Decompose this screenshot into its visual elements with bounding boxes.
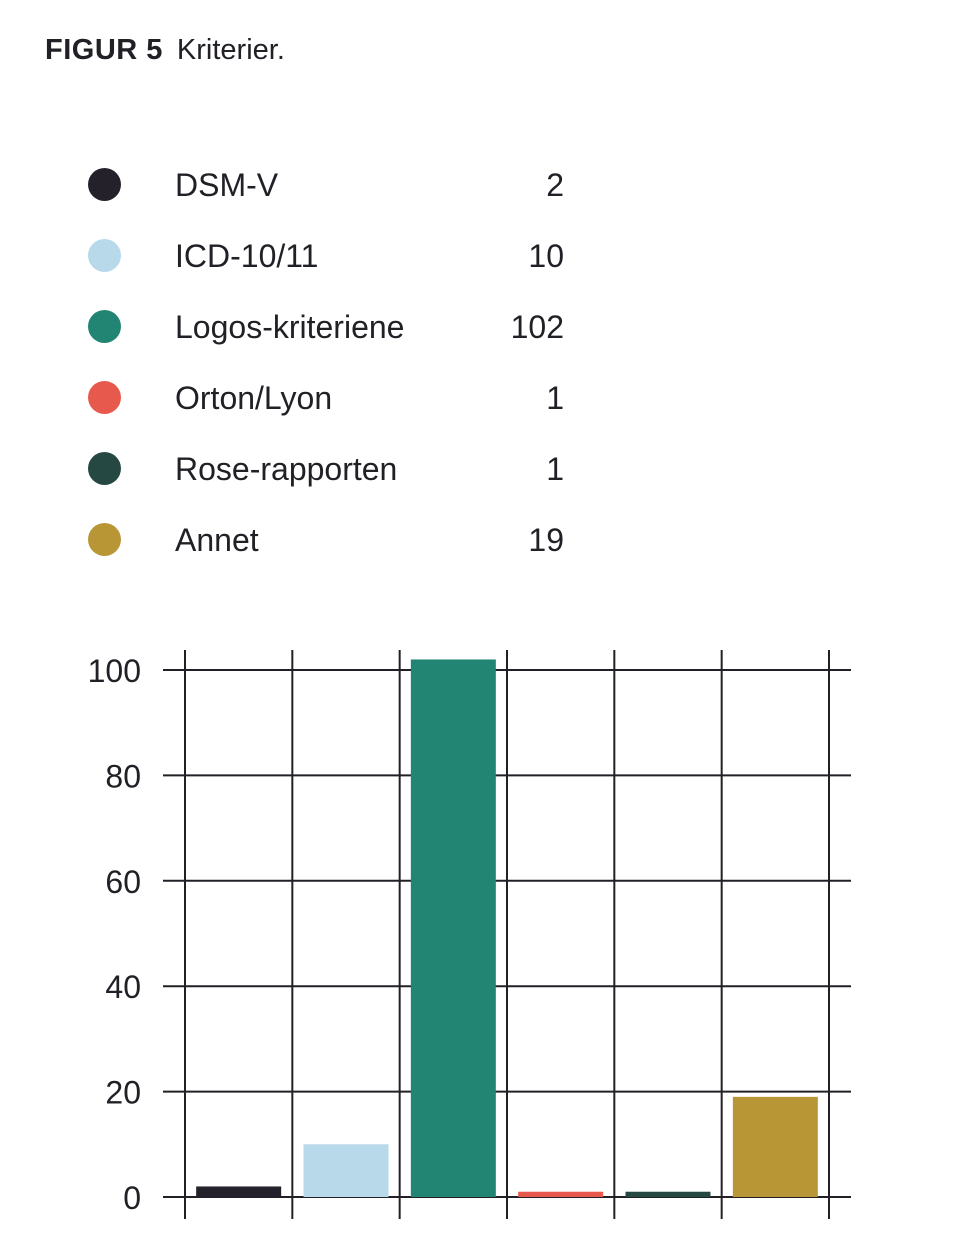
bar-icd-10-11 bbox=[303, 1144, 389, 1197]
legend-item: DSM-V 2 bbox=[0, 160, 600, 210]
legend-value: 19 bbox=[528, 522, 564, 558]
legend-swatch bbox=[88, 310, 121, 343]
legend-value: 2 bbox=[546, 167, 564, 203]
legend-item: Annet 19 bbox=[0, 515, 600, 565]
legend-value: 1 bbox=[546, 380, 564, 416]
legend-item: ICD-10/11 10 bbox=[0, 231, 600, 281]
legend-label: Logos-kriteriene bbox=[175, 309, 405, 345]
bar-dsm-v bbox=[196, 1186, 282, 1197]
legend-swatch bbox=[88, 381, 121, 414]
legend-value: 102 bbox=[510, 309, 564, 345]
legend-label: ICD-10/11 bbox=[175, 238, 319, 274]
legend-value: 1 bbox=[546, 451, 564, 487]
y-tick-label: 0 bbox=[123, 1180, 141, 1216]
figure-title: FIGUR 5 Kriterier. bbox=[45, 30, 285, 70]
bar-orton-lyon bbox=[518, 1191, 604, 1197]
y-tick-label: 40 bbox=[105, 969, 141, 1005]
legend-label: Rose-rapporten bbox=[175, 451, 398, 487]
y-tick-label: 100 bbox=[88, 653, 141, 689]
figure-caption: Kriterier. bbox=[176, 34, 285, 66]
legend-label: Annet bbox=[175, 522, 259, 558]
legend-item: Rose-rapporten 1 bbox=[0, 444, 600, 494]
bar-chart: 0 20 40 60 80 100 bbox=[88, 650, 851, 1219]
legend-label: DSM-V bbox=[175, 167, 279, 203]
legend-value: 10 bbox=[528, 238, 564, 274]
legend-swatch bbox=[88, 523, 121, 556]
legend-item: Logos-kriteriene 102 bbox=[0, 302, 600, 352]
bar-rose-rapporten bbox=[625, 1191, 711, 1197]
y-tick-label: 60 bbox=[105, 864, 141, 900]
figure-label: FIGUR 5 bbox=[45, 34, 163, 66]
legend-swatch bbox=[88, 168, 121, 201]
legend-label: Orton/Lyon bbox=[175, 380, 333, 416]
bar-annet bbox=[732, 1096, 818, 1197]
legend-item: Orton/Lyon 1 bbox=[0, 373, 600, 423]
legend-swatch bbox=[88, 452, 121, 485]
y-tick-label: 80 bbox=[105, 758, 141, 794]
y-tick-label: 20 bbox=[105, 1075, 141, 1111]
legend-swatch bbox=[88, 239, 121, 272]
bar-logos-kriteriene bbox=[410, 659, 496, 1197]
